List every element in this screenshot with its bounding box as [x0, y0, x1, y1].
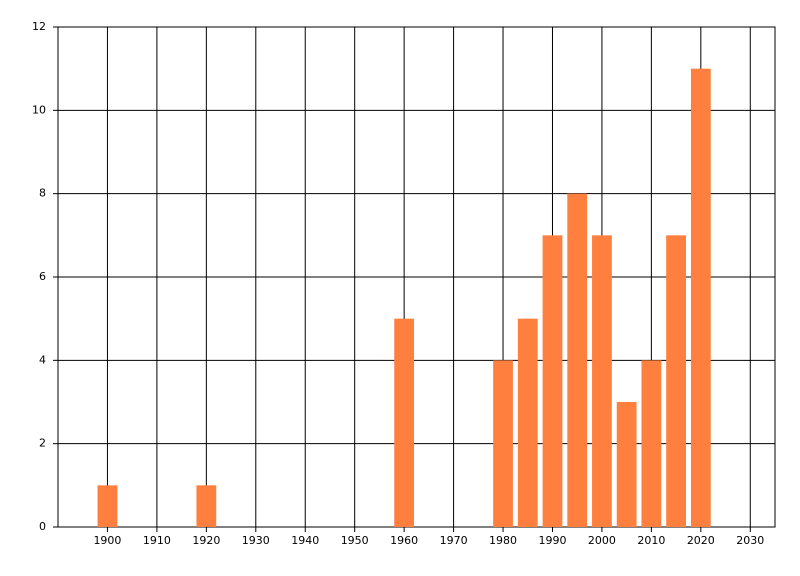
- bar: [97, 485, 118, 527]
- x-tick-label: 2030: [736, 534, 764, 547]
- bar: [196, 485, 217, 527]
- x-tick-label: 1990: [538, 534, 566, 547]
- x-tick-label: 1970: [440, 534, 468, 547]
- bar: [690, 68, 711, 528]
- y-tick-label: 12: [32, 20, 46, 33]
- y-tick-label: 6: [39, 270, 46, 283]
- bar: [542, 235, 563, 528]
- x-tick-label: 1930: [242, 534, 270, 547]
- bar: [592, 235, 612, 528]
- x-tick-label: 1980: [489, 534, 517, 547]
- x-tick-label: 1920: [192, 534, 220, 547]
- x-tick-label: 1940: [291, 534, 319, 547]
- bar: [666, 235, 686, 528]
- x-tick-label: 1960: [390, 534, 418, 547]
- x-tick-label: 1910: [143, 534, 171, 547]
- plot-border: [57, 26, 776, 528]
- bar: [567, 193, 588, 527]
- bar: [641, 360, 662, 527]
- bar: [517, 318, 538, 527]
- x-tick-label: 2000: [588, 534, 616, 547]
- x-tick-label: 2010: [637, 534, 665, 547]
- y-tick-label: 10: [32, 103, 46, 116]
- x-tick-label: 1900: [93, 534, 121, 547]
- y-tick-label: 8: [39, 187, 46, 200]
- y-tick-label: 0: [39, 520, 46, 533]
- y-tick-label: 2: [39, 437, 46, 450]
- x-tick-label: 1950: [341, 534, 369, 547]
- bar: [394, 318, 415, 527]
- y-tick-label: 4: [39, 353, 46, 366]
- bar: [493, 360, 513, 527]
- x-tick-label: 2020: [687, 534, 715, 547]
- bar: [616, 402, 637, 527]
